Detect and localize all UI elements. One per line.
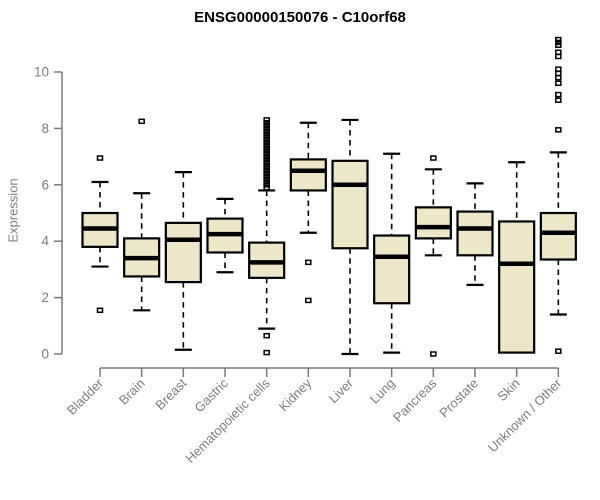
- outlier-point: [263, 173, 270, 180]
- outlier-point: [263, 120, 270, 126]
- outlier-point: [263, 136, 270, 143]
- outlier-point: [263, 184, 270, 191]
- outlier-point: [555, 53, 562, 60]
- box-bladder: [81, 155, 119, 314]
- box-liver: [331, 118, 369, 356]
- outlier-point: [263, 142, 270, 149]
- box-skin: [498, 161, 536, 354]
- outlier-point: [263, 122, 270, 129]
- iqr-box: [539, 211, 577, 261]
- box-breast: [164, 171, 202, 351]
- outlier-point: [555, 127, 562, 133]
- outlier-point: [263, 349, 270, 356]
- outlier-point: [263, 176, 270, 182]
- x-tick-label: Skin: [494, 376, 522, 404]
- y-tick-label: 0: [41, 347, 49, 362]
- outlier-point: [138, 118, 145, 125]
- x-tick-label: Breast: [152, 375, 189, 412]
- outlier-point: [263, 148, 270, 154]
- y-axis: 0 2 4 6 8 10: [34, 65, 63, 362]
- iqr-box: [414, 206, 452, 240]
- outlier-point: [430, 351, 437, 357]
- iqr-box: [456, 210, 494, 257]
- iqr-box: [289, 158, 327, 192]
- outlier-point: [263, 153, 270, 160]
- box-gastric: [206, 197, 244, 274]
- outlier-point: [263, 117, 270, 123]
- outlier-point: [555, 39, 562, 46]
- box-pancreas: [414, 155, 452, 357]
- iqr-box: [498, 220, 536, 354]
- y-tick-label: 10: [34, 65, 49, 80]
- outlier-point: [305, 259, 312, 266]
- x-tick-label: Prostate: [436, 376, 481, 421]
- x-tick-label: Gastric: [191, 375, 231, 415]
- outlier-point: [263, 179, 270, 185]
- outlier-point: [263, 151, 270, 157]
- x-tick-label: Lung: [367, 376, 398, 407]
- outlier-point: [263, 165, 270, 171]
- box-prostate: [456, 182, 494, 287]
- y-tick-label: 4: [41, 234, 49, 249]
- outlier-point: [263, 162, 270, 168]
- outlier-point: [263, 182, 270, 188]
- outlier-point: [96, 155, 104, 161]
- outlier-point: [96, 307, 104, 314]
- box-unknown-other: [539, 36, 577, 354]
- outlier-point: [555, 49, 562, 56]
- outlier-point: [555, 70, 562, 77]
- chart-title: ENSG00000150076 - C10orf68: [194, 9, 406, 26]
- outlier-point: [263, 156, 270, 163]
- iqr-box: [373, 234, 411, 305]
- y-tick-label: 8: [41, 121, 49, 136]
- y-axis-title: Expression: [5, 178, 21, 243]
- x-tick-label: Liver: [326, 375, 357, 406]
- x-tick-label: Kidney: [276, 375, 315, 414]
- x-tick-label: Brain: [116, 376, 148, 408]
- box-brain: [123, 118, 161, 312]
- x-tick-label: Unknown / Other: [485, 375, 565, 455]
- y-tick-label: 6: [41, 177, 49, 192]
- outlier-point: [305, 297, 312, 304]
- outlier-point: [430, 155, 437, 161]
- box-hematopoietic-cells: [248, 117, 286, 356]
- outlier-point: [263, 332, 270, 339]
- outlier-point: [263, 125, 270, 132]
- outlier-point: [555, 97, 562, 103]
- iqr-box: [331, 159, 369, 250]
- outlier-point: [555, 348, 562, 354]
- y-tick-label: 2: [41, 290, 49, 305]
- outlier-point: [555, 66, 562, 72]
- outlier-point: [555, 91, 562, 98]
- x-tick-label: Bladder: [64, 375, 107, 418]
- iqr-box: [164, 221, 202, 284]
- outlier-point: [263, 134, 270, 140]
- outlier-point: [263, 131, 270, 137]
- outlier-point: [555, 80, 562, 87]
- outlier-point: [555, 74, 562, 81]
- outlier-point: [263, 170, 270, 177]
- outlier-point: [555, 36, 562, 43]
- outlier-point: [263, 167, 270, 174]
- outlier-point: [263, 139, 270, 146]
- outlier-point: [555, 42, 562, 48]
- outlier-point: [263, 159, 270, 165]
- outlier-point: [263, 128, 270, 134]
- box-kidney: [289, 121, 327, 304]
- x-tick-label: Pancreas: [390, 375, 440, 425]
- box-lung: [373, 152, 411, 354]
- outlier-point: [263, 145, 270, 151]
